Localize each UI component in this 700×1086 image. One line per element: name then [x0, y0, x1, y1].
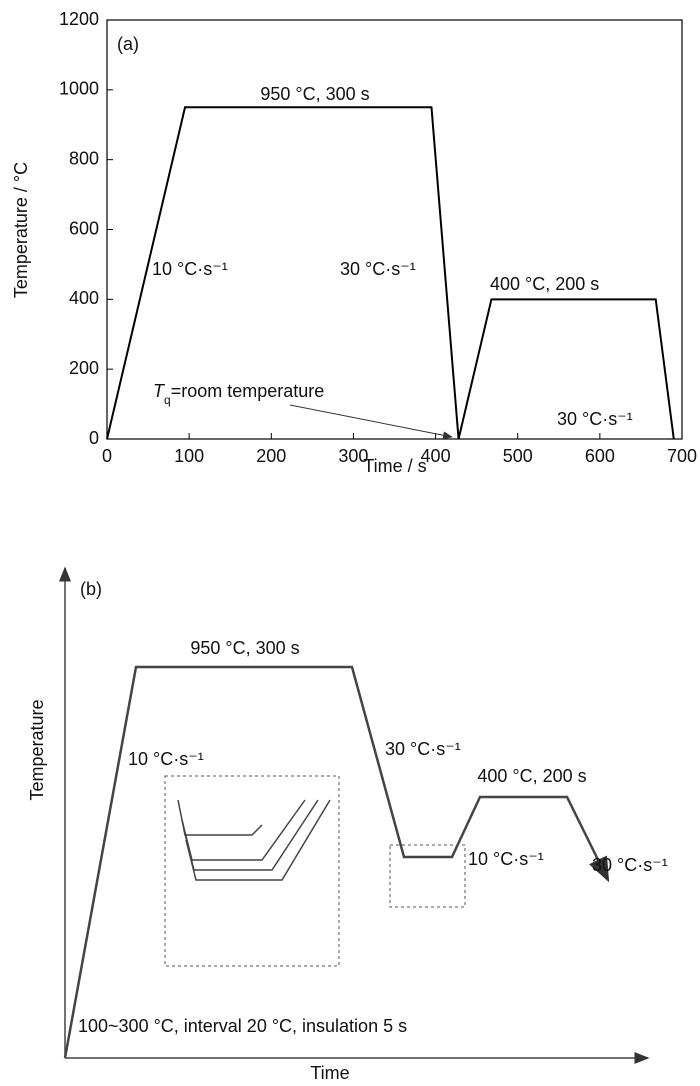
y-tick-label: 800 [69, 148, 99, 168]
annotation-arrow [289, 404, 453, 440]
y-tick-label: 0 [89, 428, 99, 448]
annotation: 950 °C, 300 s [260, 84, 369, 104]
annotation: 10 °C·s⁻¹ [468, 849, 544, 869]
tq-symbol: T [153, 381, 166, 401]
x-axis-title: Time / s [363, 456, 426, 476]
tq-subscript: q [164, 393, 171, 407]
annotation: 30 °C·s⁻¹ [557, 409, 633, 429]
y-tick-label: 200 [69, 358, 99, 378]
annotation: 30 °C·s⁻¹ [340, 259, 416, 279]
annotation: 30 °C·s⁻¹ [592, 855, 668, 875]
y-axis-title: Temperature / °C [11, 162, 31, 298]
panel-b: (b) Temperature Time 950 °C, 300 s 10 °C… [27, 566, 668, 1083]
annotation: 100~300 °C, interval 20 °C, insulation 5… [78, 1016, 407, 1036]
zoom-box [389, 844, 466, 908]
x-tick-label: 500 [503, 446, 533, 466]
annotation: Tq=room temperature [153, 381, 324, 407]
inset-lines [177, 799, 331, 881]
panel-label: (b) [80, 579, 102, 599]
annotation: 400 °C, 200 s [477, 766, 586, 786]
annotation: 10 °C·s⁻¹ [128, 749, 204, 769]
y-axis-title: Temperature [27, 699, 47, 800]
plot-frame [106, 19, 683, 440]
x-axis-title: Time [310, 1063, 349, 1083]
panel-a: 0 100 200 300 400 500 600 700 0 200 400 600 800 1000 1… [11, 9, 697, 476]
y-tick-label: 400 [69, 288, 99, 308]
annotation: 10 °C·s⁻¹ [152, 259, 228, 279]
x-tick-label: 100 [174, 446, 204, 466]
inset-box [164, 775, 340, 967]
x-tick-label: 0 [102, 446, 112, 466]
data-line [106, 106, 675, 440]
panel-label: (a) [117, 34, 139, 54]
x-tick-label: 400 [421, 446, 451, 466]
x-tick-label: 200 [256, 446, 286, 466]
annotation: 950 °C, 300 s [190, 638, 299, 658]
y-tick-label: 1200 [59, 9, 99, 29]
y-tick-label: 600 [69, 218, 99, 238]
tq-text: =room temperature [171, 381, 325, 401]
process-line [63, 665, 610, 1059]
x-tick-label: 600 [585, 446, 615, 466]
x-tick-label: 700 [667, 446, 697, 466]
annotation: 400 °C, 200 s [490, 274, 599, 294]
annotation: 30 °C·s⁻¹ [385, 739, 461, 759]
y-tick-label: 1000 [59, 79, 99, 99]
x-tick-label: 300 [338, 446, 368, 466]
